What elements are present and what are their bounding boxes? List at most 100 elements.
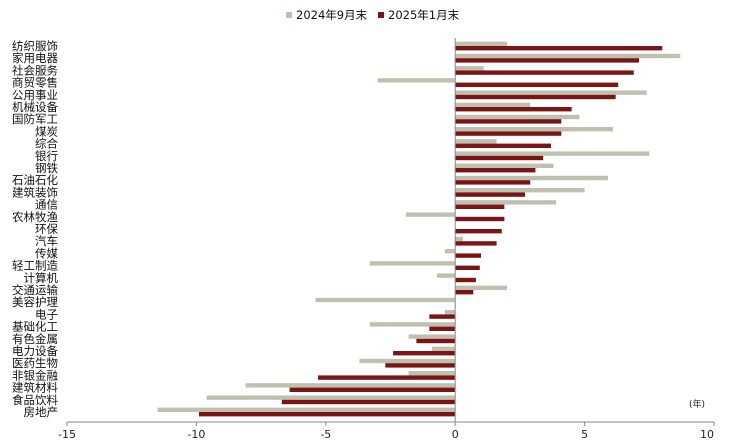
bar-2024-09 <box>455 53 681 59</box>
x-tick-label: -15 <box>58 428 76 441</box>
legend-item: 2024年9月末 <box>286 8 368 22</box>
category-label: 房地产 <box>24 405 59 419</box>
bar-2025-01 <box>455 70 634 75</box>
category-label: 钢铁 <box>35 161 58 175</box>
category-label: 家用电器 <box>12 51 58 65</box>
legend-label: 2025年1月末 <box>388 8 460 22</box>
bar-2025-01 <box>289 387 456 392</box>
legend-item: 2025年1月末 <box>378 8 460 22</box>
bar-2024-09 <box>455 41 507 46</box>
category-label: 食品饮料 <box>12 393 58 407</box>
bar-2024-09 <box>406 212 456 217</box>
bar-2024-09 <box>455 175 608 181</box>
category-label: 国防军工 <box>12 112 58 126</box>
category-label: 美容护理 <box>12 295 58 309</box>
bar-2024-09 <box>408 334 456 339</box>
category-label: 煤炭 <box>35 124 58 138</box>
bar-2025-01 <box>455 131 562 136</box>
category-label: 基础化工 <box>12 320 58 334</box>
category-label: 机械设备 <box>12 100 58 114</box>
category-label: 通信 <box>35 198 58 212</box>
bar-2025-01 <box>455 46 663 51</box>
bar-2024-09 <box>455 188 585 193</box>
bar-2025-01 <box>455 107 572 112</box>
category-label: 非银金融 <box>12 368 58 382</box>
x-tick-label: 0 <box>452 428 459 441</box>
bar-2025-01 <box>455 58 639 63</box>
bar-2024-09 <box>437 273 456 278</box>
bar-2024-09 <box>206 395 456 400</box>
bar-2024-09 <box>444 310 456 315</box>
x-tick-label: 5 <box>581 428 588 441</box>
bar-2024-09 <box>455 90 647 95</box>
bar-2025-01 <box>318 375 456 380</box>
bar-2024-09 <box>315 297 456 303</box>
bar-2025-01 <box>455 143 551 148</box>
x-axis-unit-label: (年) <box>689 398 705 410</box>
bar-2025-01 <box>385 363 456 368</box>
bar-2025-01 <box>455 216 505 222</box>
category-label: 轻工制造 <box>12 259 58 273</box>
bar-2024-09 <box>431 346 456 351</box>
category-label: 建筑材料 <box>12 381 58 395</box>
bar-2025-01 <box>455 168 536 173</box>
bar-2025-01 <box>455 265 480 270</box>
category-labels: 纺织服饰家用电器社会服务商贸零售公用事业机械设备国防军工煤炭综合银行钢铁石油石化… <box>12 39 58 419</box>
category-label: 商贸零售 <box>12 76 58 90</box>
bar-2024-09 <box>369 322 456 327</box>
category-label: 建筑装饰 <box>12 185 58 199</box>
bar-2024-09 <box>377 78 456 83</box>
category-label: 医药生物 <box>12 356 58 370</box>
x-tick-label: -10 <box>187 428 205 441</box>
bar-2025-01 <box>281 399 456 405</box>
category-label: 银行 <box>35 149 58 163</box>
category-label: 环保 <box>35 222 58 236</box>
category-label: 社会服务 <box>12 63 58 77</box>
bars <box>157 41 681 417</box>
bar-2024-09 <box>455 163 554 168</box>
x-ticks: -15 -10 -5 0 5 10 <box>58 422 715 441</box>
bar-2024-09 <box>444 249 456 254</box>
bar-2025-01 <box>455 253 482 258</box>
bar-2025-01 <box>455 192 526 197</box>
bar-2025-01 <box>429 314 456 319</box>
x-tick-label: 10 <box>700 428 714 441</box>
legend-swatch <box>286 12 292 18</box>
bar-2025-01 <box>198 412 456 417</box>
bar-2025-01 <box>416 338 456 344</box>
category-label: 计算机 <box>24 271 59 285</box>
bar-2025-01 <box>455 290 474 295</box>
bar-2025-01 <box>455 241 497 246</box>
category-label: 综合 <box>35 137 58 151</box>
bar-2024-09 <box>455 285 507 290</box>
bar-2025-01 <box>455 119 562 124</box>
bar-2024-09 <box>455 139 497 144</box>
bar-2024-09 <box>369 261 456 266</box>
bar-2025-01 <box>455 94 616 100</box>
category-label: 公用事业 <box>12 88 58 102</box>
category-label: 电子 <box>35 307 58 321</box>
category-label: 汽车 <box>35 234 58 248</box>
category-label: 传媒 <box>35 246 58 260</box>
bar-2024-09 <box>455 66 484 71</box>
bar-2024-09 <box>455 127 614 132</box>
x-tick-label: -5 <box>320 428 331 441</box>
bar-2025-01 <box>455 277 476 283</box>
bar-2025-01 <box>455 180 531 185</box>
legend-swatch <box>378 12 384 18</box>
bar-2024-09 <box>455 102 531 107</box>
category-label: 有色金属 <box>12 332 58 346</box>
category-label: 电力设备 <box>12 344 58 358</box>
category-label: 石油石化 <box>12 173 58 187</box>
legend: 2024年9月末 2025年1月末 <box>286 8 460 22</box>
bar-2025-01 <box>393 351 456 356</box>
bar-2025-01 <box>429 326 456 331</box>
bar-2024-09 <box>408 371 456 376</box>
bar-2024-09 <box>245 383 456 388</box>
bar-2024-09 <box>455 236 463 242</box>
bar-2024-09 <box>455 151 650 156</box>
bar-2024-09 <box>455 114 580 120</box>
bar-2024-09 <box>157 407 456 412</box>
